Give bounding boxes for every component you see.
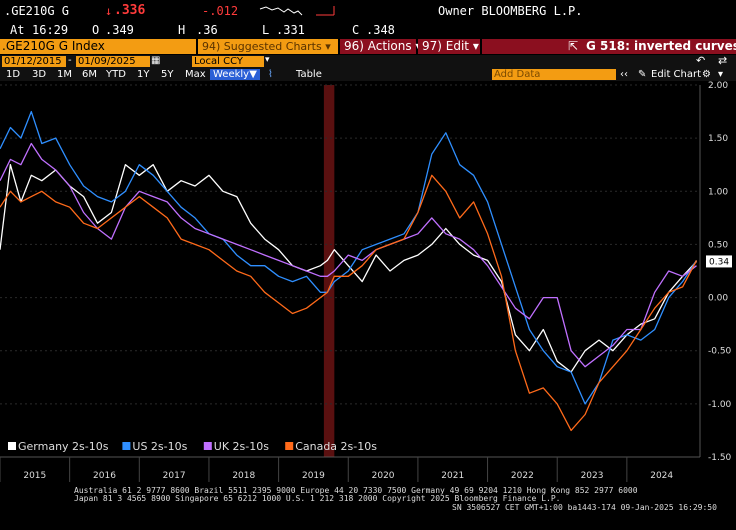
security-field[interactable]: .GE210G G Index [0, 39, 196, 54]
quote-header: .GE210G G ↓ .336 -.012 Owner BLOOMBERG L… [0, 0, 736, 22]
chevron-down-icon[interactable]: ▾ [265, 55, 270, 65]
frequency-label: Weekly [213, 69, 250, 80]
controls-row: 1D 3D 1M 6M YTD 1Y 5Y Max Weekly ▼ ⌇ Tab… [0, 68, 736, 81]
series-line-0 [0, 164, 697, 373]
chart-title: G 518: inverted curves [586, 39, 736, 53]
legend-label: US 2s-10s [132, 440, 187, 453]
y-tick-label: 0.50 [708, 240, 728, 250]
period-1y[interactable]: 1Y [137, 69, 150, 80]
last-price: .336 [114, 3, 146, 18]
x-tick-label: 2018 [232, 471, 255, 481]
series-line-3 [0, 174, 698, 432]
y-tick-label: 0.00 [708, 294, 728, 304]
down-arrow-icon: ↓ [105, 4, 113, 18]
price-change: -.012 [202, 4, 239, 18]
legend-label: UK 2s-10s [214, 440, 269, 453]
series-line-1 [0, 110, 698, 405]
footer-contacts-1: Australia 61 2 9777 8600 Brazil 5511 239… [74, 486, 638, 495]
x-tick-label: 2024 [650, 471, 673, 481]
x-tick-label: 2019 [302, 471, 325, 481]
calendar-icon[interactable]: ▦ [151, 55, 161, 66]
period-1d[interactable]: 1D [6, 69, 21, 80]
owner-label: Owner BLOOMBERG L.P. [438, 4, 583, 18]
actions-button[interactable]: 96) Actions ▾ [340, 39, 421, 54]
open-value: .349 [105, 23, 134, 37]
period-ytd[interactable]: YTD [106, 69, 126, 80]
table-button[interactable]: Table [296, 69, 322, 80]
open-label: O [92, 23, 100, 37]
undo-icon[interactable]: ↶ [696, 54, 706, 67]
edit-button[interactable]: 97) Edit ▾ [418, 39, 480, 54]
x-tick-label: 2021 [441, 471, 464, 481]
y-tick-label: -1.50 [708, 453, 732, 463]
chart-title-bar: ⇱ G 518: inverted curves [482, 39, 736, 54]
ticker: .GE210G G [4, 4, 70, 18]
legend-label: Germany 2s-10s [18, 440, 109, 453]
legend-swatch [8, 442, 16, 450]
period-6m[interactable]: 6M [82, 69, 97, 80]
line-chart: 2.00 1.50 1.00 0.50 0.00 -0.50 -1.00 -1.50 2015 2… [0, 81, 732, 482]
add-data-input[interactable]: Add Data [492, 69, 616, 80]
period-max[interactable]: Max [185, 69, 206, 80]
y-tick-label: 2.00 [708, 81, 728, 91]
footer-session: SN 3506527 CET GMT+1:00 ba1443-174 09-Ja… [452, 503, 717, 512]
y-tick-label: -0.50 [708, 347, 732, 357]
x-tick-label: 2022 [511, 471, 534, 481]
date-row: 01/12/2015 - 01/09/2025 ▦ Local CCY ▾ ↶ … [0, 54, 736, 68]
high-value: .36 [196, 23, 218, 37]
settings-icon[interactable]: ⚙ [702, 69, 711, 80]
line-chart-icon[interactable]: ⌇ [268, 69, 273, 80]
x-tick-label: 2017 [163, 471, 186, 481]
wrench-icon[interactable]: ✎ [638, 69, 647, 80]
legend-label: Canada 2s-10s [295, 440, 377, 453]
x-tick-label: 2020 [372, 471, 395, 481]
period-3d[interactable]: 3D [32, 69, 47, 80]
x-tick-label: 2023 [581, 471, 604, 481]
close-label: C [352, 23, 360, 37]
period-5y[interactable]: 5Y [161, 69, 174, 80]
last-value-label: 0.34 [709, 257, 729, 267]
edit-chart-button[interactable]: Edit Chart [651, 69, 702, 80]
ohlc-row: At 16:29 O .349 H .36 L .331 C .348 [0, 22, 736, 38]
footer-contacts-2: Japan 81 3 4565 8900 Singapore 65 6212 1… [74, 494, 561, 503]
legend-swatch [203, 442, 212, 450]
reset-icon[interactable]: ⇄ [718, 54, 728, 67]
suggested-charts-button[interactable]: 94) Suggested Charts ▾ [198, 39, 338, 54]
currency-select[interactable]: Local CCY [192, 56, 264, 67]
at-label: At [10, 23, 25, 37]
toolbar: .GE210G G Index 94) Suggested Charts ▾ 9… [0, 38, 736, 55]
x-tick-label: 2015 [23, 471, 46, 481]
high-label: H [178, 23, 186, 37]
export-icon[interactable]: ⇱ [568, 39, 579, 53]
sparkline-icon [259, 6, 335, 16]
legend-swatch [285, 442, 294, 450]
shaded-region [323, 85, 335, 457]
y-tick-label: -1.00 [708, 400, 732, 410]
x-tick-label: 2016 [93, 471, 116, 481]
footer: Australia 61 2 9777 8600 Brazil 5511 239… [0, 485, 736, 530]
legend-swatch [122, 442, 131, 450]
last-value-box [706, 255, 732, 268]
y-tick-label: 1.50 [708, 134, 728, 144]
close-value: .348 [366, 23, 395, 37]
period-1m[interactable]: 1M [57, 69, 72, 80]
start-date-field[interactable]: 01/12/2015 [2, 56, 66, 67]
chevron-down-icon: ▼ [249, 69, 257, 80]
more-icon[interactable]: ▾ [718, 69, 724, 80]
frequency-select[interactable]: Weekly ▼ [210, 69, 260, 80]
end-date-field[interactable]: 01/09/2025 [76, 56, 150, 67]
date-separator: - [68, 55, 72, 66]
y-tick-label: 1.00 [708, 187, 728, 197]
quote-time: 16:29 [32, 23, 69, 37]
low-label: L [262, 23, 270, 37]
collapse-icon[interactable]: ‹‹ [620, 69, 628, 80]
low-value: .331 [276, 23, 305, 37]
series-line-2 [0, 142, 697, 368]
